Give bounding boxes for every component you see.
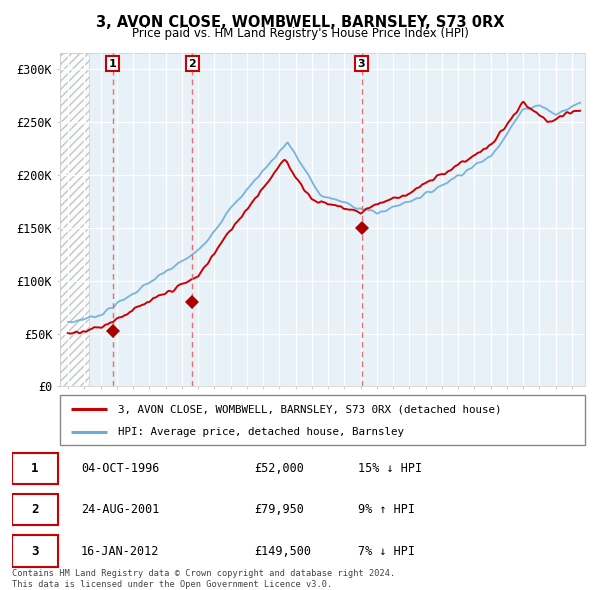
Text: Price paid vs. HM Land Registry's House Price Index (HPI): Price paid vs. HM Land Registry's House … [131, 27, 469, 40]
Text: 3, AVON CLOSE, WOMBWELL, BARNSLEY, S73 0RX (detached house): 3, AVON CLOSE, WOMBWELL, BARNSLEY, S73 0… [118, 404, 501, 414]
Text: £79,950: £79,950 [254, 503, 304, 516]
Text: 3, AVON CLOSE, WOMBWELL, BARNSLEY, S73 0RX: 3, AVON CLOSE, WOMBWELL, BARNSLEY, S73 0… [96, 15, 504, 30]
Text: 1: 1 [109, 58, 117, 68]
Text: 24-AUG-2001: 24-AUG-2001 [81, 503, 160, 516]
Text: 15% ↓ HPI: 15% ↓ HPI [358, 462, 422, 475]
Text: £149,500: £149,500 [254, 545, 311, 558]
FancyBboxPatch shape [12, 535, 58, 567]
Text: 2: 2 [31, 503, 39, 516]
Text: HPI: Average price, detached house, Barnsley: HPI: Average price, detached house, Barn… [118, 427, 404, 437]
Text: 16-JAN-2012: 16-JAN-2012 [81, 545, 160, 558]
Text: 3: 3 [31, 545, 39, 558]
Text: 9% ↑ HPI: 9% ↑ HPI [358, 503, 415, 516]
FancyBboxPatch shape [12, 453, 58, 484]
Text: Contains HM Land Registry data © Crown copyright and database right 2024.
This d: Contains HM Land Registry data © Crown c… [12, 569, 395, 589]
Text: 7% ↓ HPI: 7% ↓ HPI [358, 545, 415, 558]
FancyBboxPatch shape [12, 494, 58, 526]
Text: 2: 2 [188, 58, 196, 68]
Text: 1: 1 [31, 462, 39, 475]
Text: £52,000: £52,000 [254, 462, 304, 475]
Text: 3: 3 [358, 58, 365, 68]
Text: 04-OCT-1996: 04-OCT-1996 [81, 462, 160, 475]
FancyBboxPatch shape [60, 395, 585, 445]
Bar [60, 53, 89, 386]
